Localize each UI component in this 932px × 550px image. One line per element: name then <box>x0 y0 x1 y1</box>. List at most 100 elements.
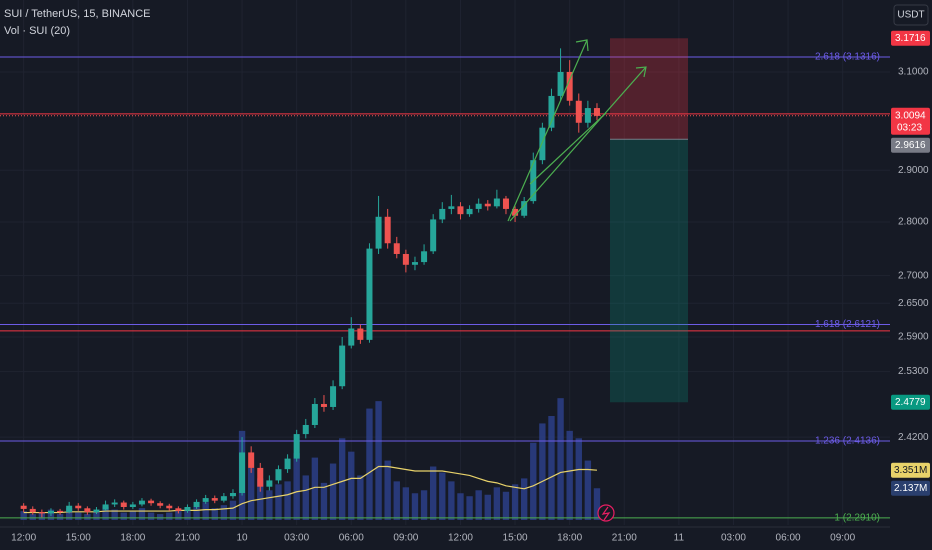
y-tick-label: 2.7000 <box>898 270 929 281</box>
fib-level-label: 1.236 (2.4136) <box>815 436 880 447</box>
candle-body <box>129 504 136 508</box>
candle-body <box>239 452 246 494</box>
candle-body <box>29 508 36 513</box>
volume-bar <box>429 466 437 520</box>
candle-body <box>512 208 519 216</box>
candle-body <box>366 248 373 340</box>
candle-body <box>521 201 528 216</box>
volume-bar <box>457 493 464 520</box>
candle-body <box>593 108 600 116</box>
x-tick-label: 12:00 <box>11 533 36 544</box>
candle-body <box>257 467 264 487</box>
candle-body <box>375 216 382 249</box>
volume-bar <box>548 416 555 520</box>
candle-body <box>148 500 155 504</box>
volume-bar <box>348 451 355 520</box>
candle-body <box>57 510 64 513</box>
candle-body <box>575 100 582 123</box>
candle-body <box>302 424 309 435</box>
alert-icon[interactable] <box>597 504 615 522</box>
candle-body <box>357 328 364 340</box>
volume-bar <box>584 460 592 520</box>
candle-body <box>20 505 27 509</box>
indicator-title: Vol · SUI (20) <box>4 25 70 37</box>
axes: 12:00 15:00 18:00 21:00 10 03:00 06:00 09:00 12:… <box>11 30 930 544</box>
candle-body <box>47 510 54 514</box>
x-tick-label: 15:00 <box>66 533 91 544</box>
candle-body <box>430 219 437 252</box>
currency-button[interactable] <box>893 4 929 26</box>
candle-body <box>457 206 464 215</box>
currency-label[interactable]: USDT <box>897 10 924 21</box>
entry-tag: 2.9616 <box>895 140 926 151</box>
volume-bar <box>329 463 337 520</box>
last-price-tag-bg <box>891 107 930 135</box>
candle-body <box>157 503 164 506</box>
candle-body <box>284 458 291 470</box>
candle-body <box>75 505 82 509</box>
volume-bar <box>202 502 209 520</box>
entry-tag-bg <box>891 137 930 153</box>
volume-bar <box>320 482 328 520</box>
candle-body <box>584 108 591 123</box>
x-tick-label: 06:00 <box>776 533 801 544</box>
countdown-tag: 03:23 <box>897 122 922 133</box>
stop-zone <box>610 38 688 140</box>
volume-bar <box>220 505 228 520</box>
volume-bar <box>466 496 473 520</box>
fib-level-label: 1.618 (2.6121) <box>815 319 880 330</box>
volume-bar <box>211 508 218 520</box>
fib-level-label: 2.618 (3.1316) <box>815 52 880 63</box>
volume-bar <box>129 511 137 520</box>
volume-bar <box>575 438 582 520</box>
volume-bar <box>375 401 382 520</box>
volume-bar <box>530 442 537 520</box>
volume-bar <box>384 460 391 520</box>
volume-bar <box>229 500 237 520</box>
candle-body <box>421 251 428 263</box>
candle-body <box>557 71 564 96</box>
candle-body <box>448 206 455 209</box>
candle-body <box>539 127 546 161</box>
volume-bar <box>338 438 346 520</box>
target-tag: 2.4779 <box>895 397 926 408</box>
candle-body <box>493 198 500 207</box>
candle-body <box>220 496 227 501</box>
last-price-tag: 3.0094 <box>895 110 926 121</box>
trend-line <box>509 66 647 222</box>
x-tick-label: 09:00 <box>830 533 855 544</box>
candle-body <box>411 262 418 265</box>
volume-bar <box>156 514 164 520</box>
volume-bar <box>147 512 155 520</box>
volume-bar <box>493 487 501 520</box>
candle-body <box>475 203 482 209</box>
target-zone <box>610 139 688 403</box>
volume-bar <box>420 490 428 520</box>
candle-body <box>138 500 145 505</box>
candle-body <box>202 498 209 502</box>
arrow-head <box>575 39 589 52</box>
volume-bar <box>366 408 373 520</box>
candle-body <box>175 508 182 511</box>
trend-line <box>507 39 588 222</box>
volume-bar <box>402 487 410 520</box>
volume-bar <box>111 509 118 520</box>
candle-body <box>211 498 218 501</box>
candle-body <box>275 469 282 481</box>
volume-bar <box>439 472 446 520</box>
candle-body <box>439 208 446 220</box>
candle-body <box>66 505 73 513</box>
volume-bar <box>557 398 564 520</box>
alert-bolt[interactable] <box>601 506 611 521</box>
candle-body <box>566 71 573 101</box>
candle-body <box>466 208 473 215</box>
candle-body <box>193 501 200 508</box>
stop-tag: 3.1716 <box>895 33 926 44</box>
x-tick-label: 12:00 <box>448 533 473 544</box>
position-tool <box>610 38 688 403</box>
volume-bar <box>184 509 191 520</box>
candle-body <box>102 504 109 510</box>
volume-bar <box>166 512 173 520</box>
stop-tag-bg <box>891 30 930 46</box>
